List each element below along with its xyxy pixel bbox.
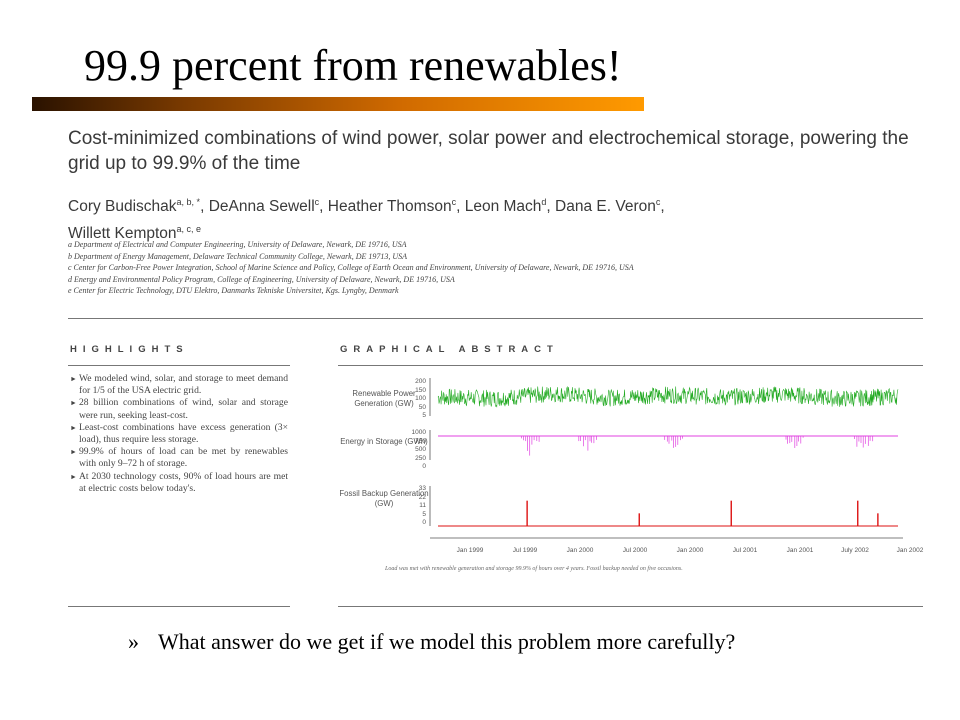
author-separator: , <box>456 198 465 216</box>
tick-label: 1000 <box>411 429 426 436</box>
triangle-bullet-icon: ► <box>70 399 77 408</box>
author-separator: , <box>200 198 209 216</box>
date-tick-label: Jan 2000 <box>676 547 704 554</box>
author-name: DeAnna Sewell <box>208 198 315 216</box>
affiliation-line: c Center for Carbon-Free Power Integrati… <box>68 263 634 272</box>
date-tick-label: Jan 1999 <box>456 547 484 554</box>
author-separator: , <box>319 198 328 216</box>
affiliation-line: a Department of Electrical and Computer … <box>68 240 407 249</box>
author-affiliation-marker: c <box>655 197 661 207</box>
abstract-bottom-rule <box>338 606 923 607</box>
affiliation-line: b Department of Energy Management, Delaw… <box>68 251 408 261</box>
highlights-list: ► We modeled wind, solar, and storage to … <box>70 373 288 495</box>
date-tick-label: Jan 2002 <box>896 547 924 554</box>
graphical-abstract-caption: Load was met with renewable generation a… <box>385 566 683 572</box>
triangle-bullet-icon: ► <box>70 448 77 457</box>
author-affiliation-marker: a, c, e <box>176 224 202 235</box>
slide-question: » What answer do we get if we model this… <box>128 626 888 658</box>
triangle-bullet-icon: ► <box>70 423 77 432</box>
paper-authors: Cory Budischaka, b, *, DeAnna Sewellc, H… <box>68 191 928 245</box>
renewable-ticks: 200 150 100 50 5 <box>404 378 426 421</box>
highlight-item: ► At 2030 technology costs, 90% of load h… <box>70 471 288 495</box>
date-tick-label: Jul 1999 <box>512 547 538 554</box>
date-tick-label: July 2002 <box>841 547 869 554</box>
date-tick-label: Jul 2001 <box>732 547 758 554</box>
tick-label: 500 <box>415 446 426 453</box>
author-affiliation-marker: c <box>314 197 320 207</box>
tick-label: 100 <box>415 395 426 402</box>
graphical-abstract-chart <box>429 378 903 539</box>
author-separator: , <box>660 198 665 216</box>
date-axis: Jan 1999 Jul 1999 Jan 2000 Jul 2000 Jan 2000… <box>430 547 924 557</box>
highlights-top-rule <box>68 365 290 366</box>
author-separator: , <box>546 198 556 216</box>
highlight-item: ► Least-cost combinations have excess gen… <box>70 422 288 446</box>
graphical-abstract-heading: GRAPHICAL ABSTRACT <box>340 344 559 355</box>
date-tick-label: Jul 2000 <box>622 547 648 554</box>
highlight-item: ► 99.9% of hours of load can be met by re… <box>70 446 288 470</box>
author-affiliation-marker: c <box>451 197 457 207</box>
highlight-text: We modeled wind, solar, and storage to m… <box>79 373 288 397</box>
tick-label: 200 <box>415 378 426 385</box>
panel-label-fossil: Fossil Backup Generation (GW) <box>339 489 429 508</box>
tick-label: 150 <box>415 386 426 394</box>
highlight-text: 28 billion combinations of wind, solar a… <box>79 397 288 421</box>
triangle-bullet-icon: ► <box>70 375 77 383</box>
author-name: Heather Thomson <box>327 198 452 216</box>
question-text: What answer do we get if we model this p… <box>158 629 736 654</box>
tick-label: 33 <box>418 485 426 492</box>
author-name: Willett Kempton <box>68 225 177 243</box>
author-affiliation-marker: a, b, * <box>176 197 201 207</box>
header-divider <box>68 318 923 319</box>
tick-label: 5 <box>422 510 426 518</box>
highlights-bottom-rule <box>68 606 290 607</box>
panel-label-storage: Energy in Storage (GWh) <box>340 437 428 446</box>
fossil-ticks: 33 22 11 5 0 <box>404 485 426 528</box>
tick-label: 0 <box>422 463 426 470</box>
tick-label: 750 <box>415 437 426 445</box>
author-affiliation-marker: d <box>541 197 547 207</box>
date-tick-label: Jan 2000 <box>566 547 594 554</box>
date-tick-label: Jan 2001 <box>786 547 814 554</box>
paper-title: Cost-minimized combinations of wind powe… <box>68 128 909 174</box>
panel-label-renewable: Renewable Power Generation (GW) <box>352 389 416 408</box>
author-name: Cory Budischak <box>68 198 177 216</box>
highlight-item: ► 28 billion combinations of wind, solar … <box>70 397 288 421</box>
highlight-item: ► We modeled wind, solar, and storage to … <box>70 373 288 397</box>
triangle-bullet-icon: ► <box>70 472 77 481</box>
paper-affiliations: a Department of Electrical and Computer … <box>68 239 928 297</box>
author-name: Dana E. Veron <box>555 198 656 216</box>
renewable-generation-line <box>437 385 899 408</box>
author-name: Leon Mach <box>464 198 542 216</box>
slide-title: 99.9 percent from renewables! <box>84 41 622 90</box>
question-bullet: » <box>128 629 139 654</box>
affiliation-line: d Energy and Environmental Policy Progra… <box>68 274 455 284</box>
tick-label: 22 <box>418 493 426 501</box>
highlights-heading: HIGHLIGHTS <box>70 344 189 355</box>
highlight-text: 99.9% of hours of load can be met by ren… <box>79 446 288 470</box>
abstract-top-rule <box>338 365 923 366</box>
highlight-text: At 2030 technology costs, 90% of load ho… <box>79 470 288 494</box>
title-underline-bar <box>32 97 644 111</box>
tick-label: 250 <box>415 454 426 462</box>
tick-label: 0 <box>422 519 426 526</box>
tick-label: 50 <box>418 403 426 411</box>
tick-label: 5 <box>422 412 426 419</box>
storage-ticks: 1000 750 500 250 0 <box>404 429 426 472</box>
affiliation-line: e Center for Electric Technology, DTU El… <box>68 286 399 295</box>
tick-label: 11 <box>419 502 426 509</box>
highlight-text: Least-cost combinations have excess gene… <box>79 421 288 446</box>
